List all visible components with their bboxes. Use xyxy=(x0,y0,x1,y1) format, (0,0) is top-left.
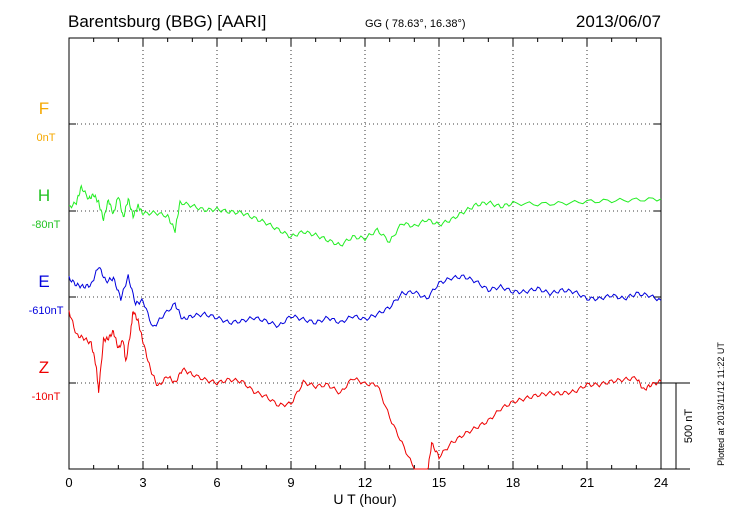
chart-date: 2013/06/07 xyxy=(576,12,661,31)
series-offset-h: -80nT xyxy=(32,219,61,231)
series-name-e: E xyxy=(38,272,49,291)
x-tick-label: 3 xyxy=(139,475,146,490)
series-line-h xyxy=(69,184,662,247)
scale-label: 500 nT xyxy=(683,409,695,444)
series-lines xyxy=(68,184,662,470)
x-axis-ticks: 0 3 6 9 12 15 18 21 24 xyxy=(65,38,668,490)
grid xyxy=(69,38,661,469)
series-name-h: H xyxy=(38,186,50,205)
series-labels: F 0nT H -80nT E -610nT Z -10nT xyxy=(29,99,64,403)
series-line-z xyxy=(68,310,662,470)
x-tick-label: 6 xyxy=(213,475,220,490)
chart-coords: GG ( 78.63°, 16.38°) xyxy=(365,18,466,30)
x-tick-label: 9 xyxy=(287,475,294,490)
chart-title: Barentsburg (BBG) [AARI] xyxy=(68,12,266,31)
x-tick-label: 12 xyxy=(358,475,372,490)
x-axis-label: U T (hour) xyxy=(333,491,396,507)
x-tick-label: 0 xyxy=(65,475,72,490)
series-offset-e: -610nT xyxy=(29,305,64,317)
series-offset-z: -10nT xyxy=(32,391,61,403)
x-tick-label: 18 xyxy=(506,475,520,490)
series-name-z: Z xyxy=(39,358,49,377)
x-tick-label: 24 xyxy=(654,475,668,490)
x-tick-label: 21 xyxy=(580,475,594,490)
series-line-e xyxy=(68,267,662,329)
plotted-note: Plotted at 2013/11/12 11:22 UT xyxy=(716,342,726,466)
series-offset-f: 0nT xyxy=(37,132,56,144)
series-name-f: F xyxy=(39,99,49,118)
x-tick-label: 15 xyxy=(432,475,446,490)
